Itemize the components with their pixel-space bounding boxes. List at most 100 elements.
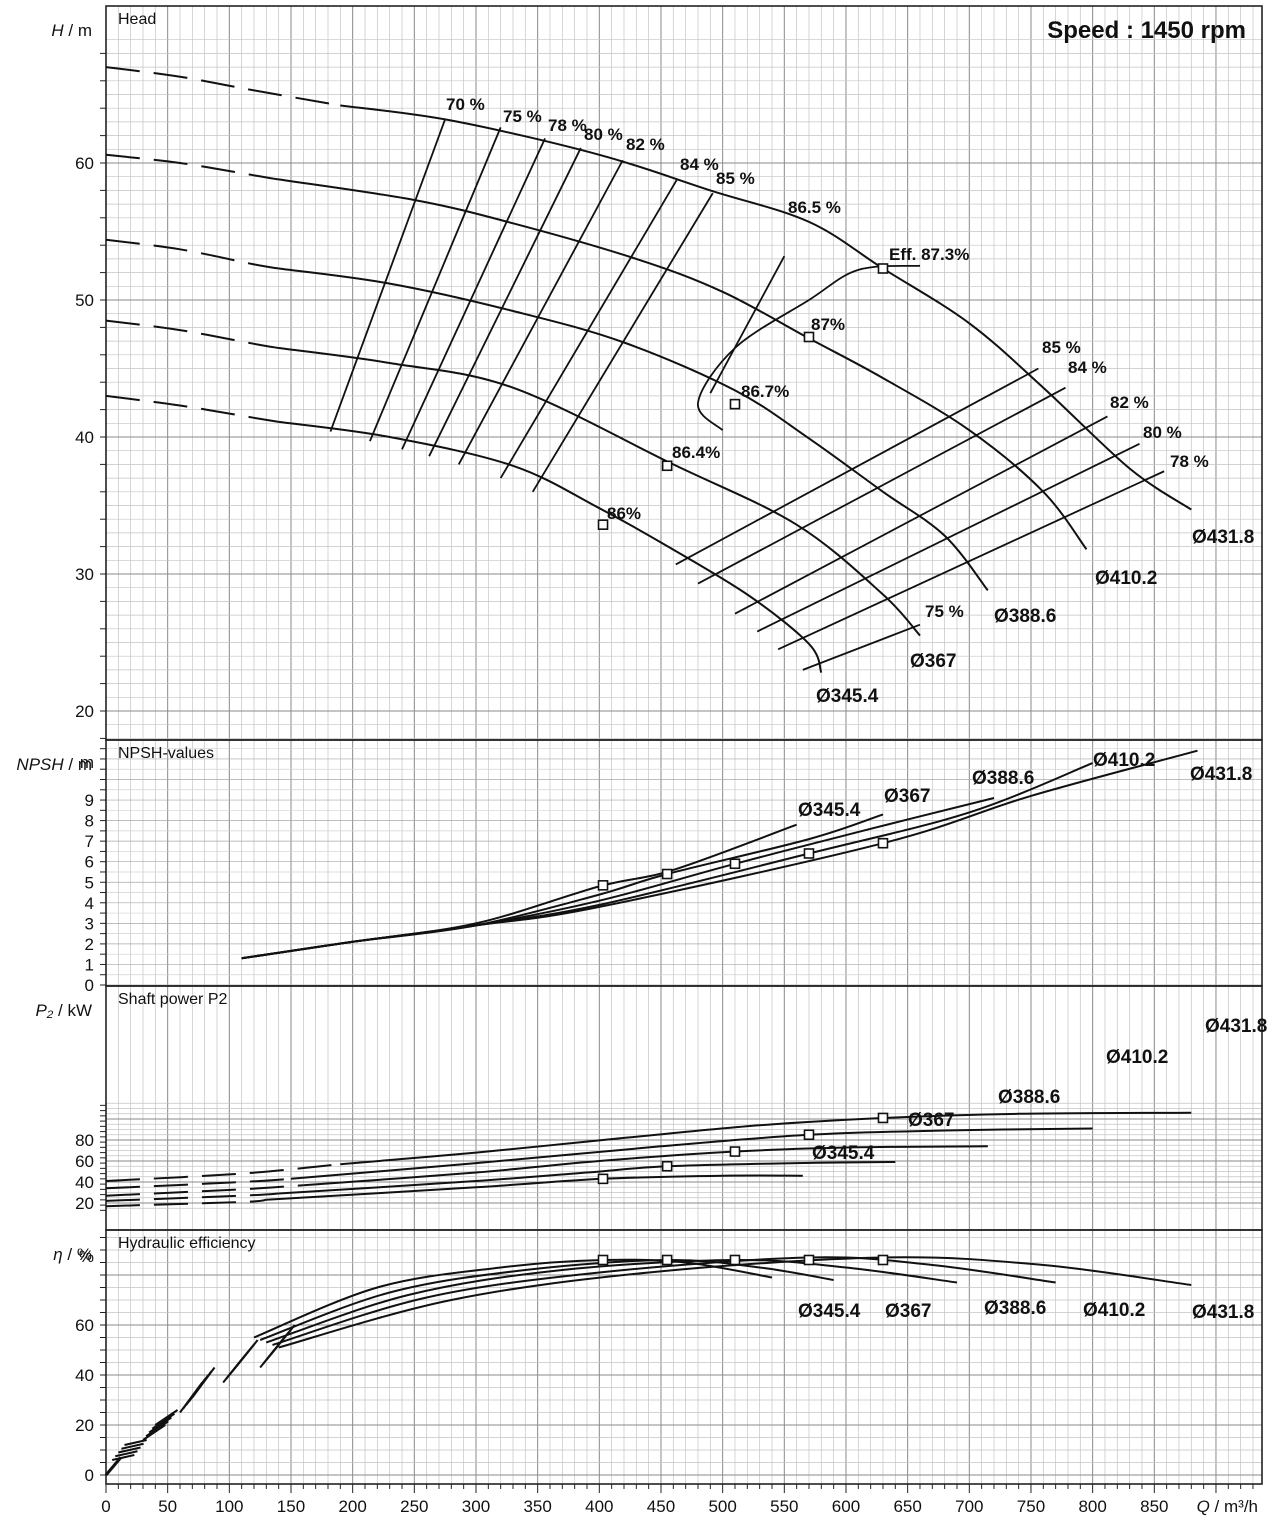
y-top-tick-label: % bbox=[79, 1247, 94, 1266]
dash-segment bbox=[121, 1442, 144, 1450]
curve-label: Ø410.2 bbox=[1106, 1047, 1168, 1068]
x-tick-label: 600 bbox=[832, 1497, 860, 1516]
y-tick-label: 40 bbox=[75, 1173, 94, 1192]
curve-line bbox=[272, 1256, 1056, 1346]
panel-title-npsh: NPSH-values bbox=[118, 745, 214, 762]
y-tick-label: 3 bbox=[85, 914, 94, 933]
x-tick-label: 650 bbox=[893, 1497, 921, 1516]
dashed-curve-Ø367 bbox=[105, 1192, 279, 1202]
curve-label: Ø431.8 bbox=[1190, 764, 1252, 785]
grid-lines bbox=[105, 6, 1262, 1484]
bep-marker bbox=[729, 1146, 741, 1157]
curve-label: Ø345.4 bbox=[798, 1301, 861, 1322]
bep-marker bbox=[597, 519, 609, 530]
bep-marker bbox=[803, 848, 815, 859]
y-tick-label: 7 bbox=[85, 832, 94, 851]
curve-line bbox=[340, 1111, 1192, 1166]
bep-marker bbox=[597, 1173, 609, 1185]
dash-segment bbox=[191, 1366, 216, 1399]
x-tick-label: 550 bbox=[770, 1497, 798, 1516]
x-tick-label: 200 bbox=[338, 1497, 366, 1516]
curves-npsh bbox=[241, 749, 1198, 960]
y-tick-label: 4 bbox=[85, 894, 94, 913]
y-tick-label: 20 bbox=[75, 1194, 94, 1213]
iso-efficiency-label: 84 % bbox=[1068, 358, 1107, 377]
curve-line bbox=[303, 1145, 988, 1187]
y-tick-label: 1 bbox=[85, 955, 94, 974]
iso-efficiency-line bbox=[329, 118, 447, 432]
curve-label: Ø345.4 bbox=[798, 800, 861, 821]
bep-label: 86.7% bbox=[741, 382, 789, 401]
bep-marker bbox=[597, 1254, 609, 1266]
y-axis-label-efficiency: η / % bbox=[53, 1245, 92, 1264]
bep-marker bbox=[729, 398, 741, 410]
y-axis-label-power: P₂ / kW bbox=[35, 1001, 92, 1020]
bep-label: 86.4% bbox=[672, 443, 720, 462]
x-tick-label: 250 bbox=[400, 1497, 428, 1516]
dashed-curve-Ø410.2 bbox=[105, 153, 279, 181]
curve-label: Ø345.4 bbox=[816, 686, 879, 707]
dash-segment bbox=[154, 1409, 179, 1426]
dash-segment bbox=[148, 1416, 172, 1434]
dash-segment bbox=[115, 1450, 138, 1458]
iso-efficiency-label: 82 % bbox=[626, 135, 665, 154]
curve-label: Ø388.6 bbox=[972, 768, 1034, 789]
curve-line bbox=[278, 267, 989, 592]
bep-marker bbox=[661, 868, 673, 880]
iso-efficiency-line bbox=[428, 147, 582, 457]
curve-line bbox=[278, 1161, 896, 1195]
curve-label: Ø431.8 bbox=[1192, 1302, 1254, 1323]
iso-efficiency-line bbox=[756, 443, 1140, 633]
iso-efficiency-line bbox=[457, 159, 624, 465]
x-tick-label: 50 bbox=[158, 1497, 177, 1516]
dashed-curve-Ø410.2 bbox=[105, 1177, 292, 1190]
y-tick-label: 20 bbox=[75, 702, 94, 721]
y-top-tick-label: m bbox=[80, 753, 94, 772]
bep-marker bbox=[661, 1254, 673, 1266]
y-axis-label-npsh: NPSH / m bbox=[16, 755, 92, 774]
y-tick-label: 60 bbox=[75, 1152, 94, 1171]
iso-efficiency-line bbox=[401, 137, 546, 450]
origin-segment bbox=[104, 1456, 122, 1476]
y-axis-label-head: H / m bbox=[51, 21, 92, 40]
iso-efficiency-line bbox=[675, 367, 1039, 566]
curve-label: Ø367 bbox=[910, 651, 956, 672]
panel-title-power: Shaft power P2 bbox=[118, 991, 228, 1008]
bep-marker bbox=[877, 1254, 889, 1266]
curve-line bbox=[253, 1258, 773, 1339]
curve-line bbox=[278, 178, 1088, 550]
bep-marker bbox=[877, 263, 889, 274]
y-tick-label: 0 bbox=[85, 1466, 94, 1485]
bep-marker bbox=[803, 1254, 815, 1266]
dash-segment bbox=[151, 1412, 176, 1430]
bep-label: 87% bbox=[811, 315, 845, 334]
curve-line bbox=[241, 797, 995, 960]
dash-segment bbox=[124, 1439, 147, 1446]
curves-efficiency bbox=[253, 1256, 1192, 1349]
curve-label: Ø388.6 bbox=[998, 1087, 1060, 1108]
dashed-curve-Ø431.8 bbox=[105, 1163, 341, 1182]
panel-frame-efficiency bbox=[105, 1229, 1263, 1485]
curve-line bbox=[266, 1174, 803, 1201]
bep-marker bbox=[597, 880, 609, 891]
x-tick-label: 100 bbox=[215, 1497, 243, 1516]
dashed-curve-Ø388.6 bbox=[105, 1184, 304, 1197]
dashed-curve-Ø345.4 bbox=[105, 394, 279, 423]
iso-efficiency-label: 85 % bbox=[1042, 338, 1081, 357]
curve-line bbox=[290, 1127, 1093, 1180]
iso-efficiency-label: 78 % bbox=[548, 116, 587, 135]
y-tick-label: 5 bbox=[85, 873, 94, 892]
iso-efficiency-line bbox=[499, 178, 678, 479]
dashed-curve-Ø431.8 bbox=[105, 66, 341, 107]
x-tick-label: 500 bbox=[708, 1497, 736, 1516]
x-tick-label: 300 bbox=[462, 1497, 490, 1516]
curve-label: Ø367 bbox=[884, 786, 930, 807]
bep-marker bbox=[877, 837, 889, 849]
y-tick-label: 60 bbox=[75, 154, 94, 173]
iso-efficiency-label: 86.5 % bbox=[788, 198, 841, 217]
curve-label: Ø431.8 bbox=[1192, 527, 1254, 548]
iso-efficiency-label: 82 % bbox=[1110, 393, 1149, 412]
iso-efficiency-line bbox=[531, 192, 714, 493]
